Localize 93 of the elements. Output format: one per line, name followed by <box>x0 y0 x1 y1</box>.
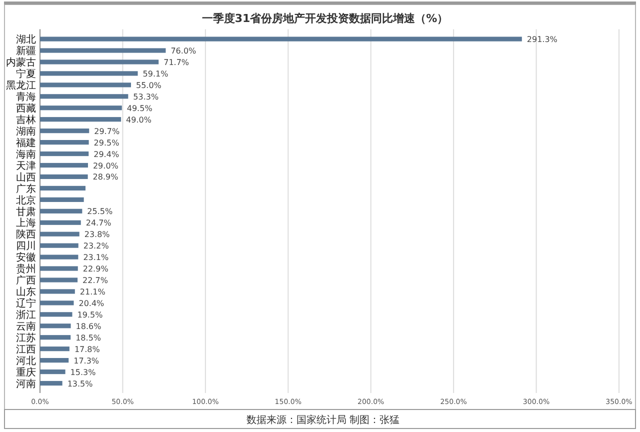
data-label: 49.0% <box>126 115 152 124</box>
data-label: 53.3% <box>133 92 159 102</box>
bar <box>40 369 66 374</box>
data-label: 291.3% <box>526 35 558 44</box>
data-label: 18.5% <box>76 333 102 342</box>
data-label: 23.1% <box>83 253 110 262</box>
data-label: 23.2% <box>83 242 110 251</box>
bar <box>40 162 88 168</box>
data-label: 18.6% <box>76 322 102 331</box>
y-tick-label: 吉林 <box>16 114 36 126</box>
bar <box>40 60 159 64</box>
data-label: 17.8% <box>74 344 100 354</box>
bar <box>40 82 131 88</box>
bar <box>40 380 62 386</box>
bar <box>40 151 89 156</box>
bar <box>40 358 69 363</box>
data-label: 25.5% <box>87 207 113 216</box>
y-tick-label: 湖南 <box>16 125 36 138</box>
y-tick-label: 海南 <box>16 148 36 160</box>
data-label: 15.3% <box>70 368 96 377</box>
data-label: 29.4% <box>94 150 120 159</box>
y-tick-label: 新疆 <box>16 45 36 58</box>
bar <box>40 71 138 76</box>
y-tick-label: 四川 <box>16 240 36 252</box>
data-label: 13.5% <box>67 379 94 388</box>
bar <box>40 197 84 202</box>
data-label: 76.0% <box>170 46 197 56</box>
y-tick-label: 北京 <box>16 194 36 206</box>
y-tick-label: 山西 <box>16 171 36 184</box>
data-label: 24.7% <box>86 218 112 228</box>
y-tick-label: 安徽 <box>16 252 36 264</box>
bar <box>40 174 88 180</box>
bar <box>40 243 78 248</box>
bar <box>40 324 71 328</box>
y-tick-label: 广西 <box>16 274 36 287</box>
bar <box>40 232 80 236</box>
bar <box>40 117 122 122</box>
bar <box>40 335 71 340</box>
y-tick-label: 河南 <box>16 378 36 390</box>
bar <box>40 278 78 282</box>
y-tick-label: 福建 <box>16 136 36 149</box>
bar <box>40 254 78 260</box>
y-tick-label: 青海 <box>16 91 36 104</box>
chart-title: 一季度31省份房地产开发投资数据同比增速（%） <box>202 12 448 25</box>
source-note: 数据来源：国家统计局 制图：张猛 <box>246 414 400 426</box>
data-label: 19.5% <box>77 310 104 320</box>
y-tick-label: 黑龙江 <box>6 80 36 92</box>
bar <box>40 346 70 352</box>
bar <box>40 220 81 225</box>
data-label: 20.4% <box>78 298 105 308</box>
y-tick-label: 甘肃 <box>16 206 36 218</box>
data-label: 55.0% <box>136 80 162 90</box>
data-label: 21.1% <box>80 287 106 296</box>
bar <box>40 128 90 134</box>
y-tick-label: 上海 <box>16 217 36 230</box>
data-label: 22.9% <box>82 264 109 274</box>
bar <box>40 140 89 145</box>
y-tick-label: 河北 <box>16 354 36 367</box>
bar <box>40 186 86 190</box>
bar <box>40 94 128 99</box>
y-tick-label: 浙江 <box>16 309 36 322</box>
data-label: 29.5% <box>94 138 120 148</box>
y-tick-label: 云南 <box>16 320 36 332</box>
bar <box>40 48 166 53</box>
bar <box>40 312 72 317</box>
y-tick-label: 广东 <box>16 182 36 195</box>
y-tick-label: 宁夏 <box>16 68 36 80</box>
data-label: 59.1% <box>142 69 169 78</box>
bar <box>40 208 82 214</box>
bar <box>40 36 522 42</box>
data-label: 29.7% <box>94 126 120 136</box>
y-tick-label: 湖北 <box>16 34 36 46</box>
data-label: 28.9% <box>92 172 119 182</box>
data-label: 71.7% <box>164 58 190 67</box>
y-tick-label: 山东 <box>16 286 36 298</box>
y-tick-label: 重庆 <box>16 366 36 378</box>
y-tick-label: 江西 <box>16 343 36 356</box>
y-tick-label: 辽宁 <box>16 298 36 310</box>
data-label: 22.7% <box>82 276 108 285</box>
bar <box>40 106 122 110</box>
y-tick-label: 西藏 <box>16 102 36 114</box>
data-label: 29.0% <box>92 161 119 170</box>
y-tick-label: 江苏 <box>16 332 36 344</box>
bar <box>40 300 74 306</box>
bar <box>40 266 78 271</box>
y-tick-label: 天津 <box>16 160 36 172</box>
data-label: 17.3% <box>74 356 100 366</box>
y-tick-label: 贵州 <box>16 263 36 276</box>
bar <box>40 289 75 294</box>
y-tick-label: 内蒙古 <box>6 56 36 69</box>
data-label: 49.5% <box>126 104 153 113</box>
y-tick-label: 陕西 <box>16 228 36 241</box>
data-label: 23.8% <box>84 230 110 240</box>
